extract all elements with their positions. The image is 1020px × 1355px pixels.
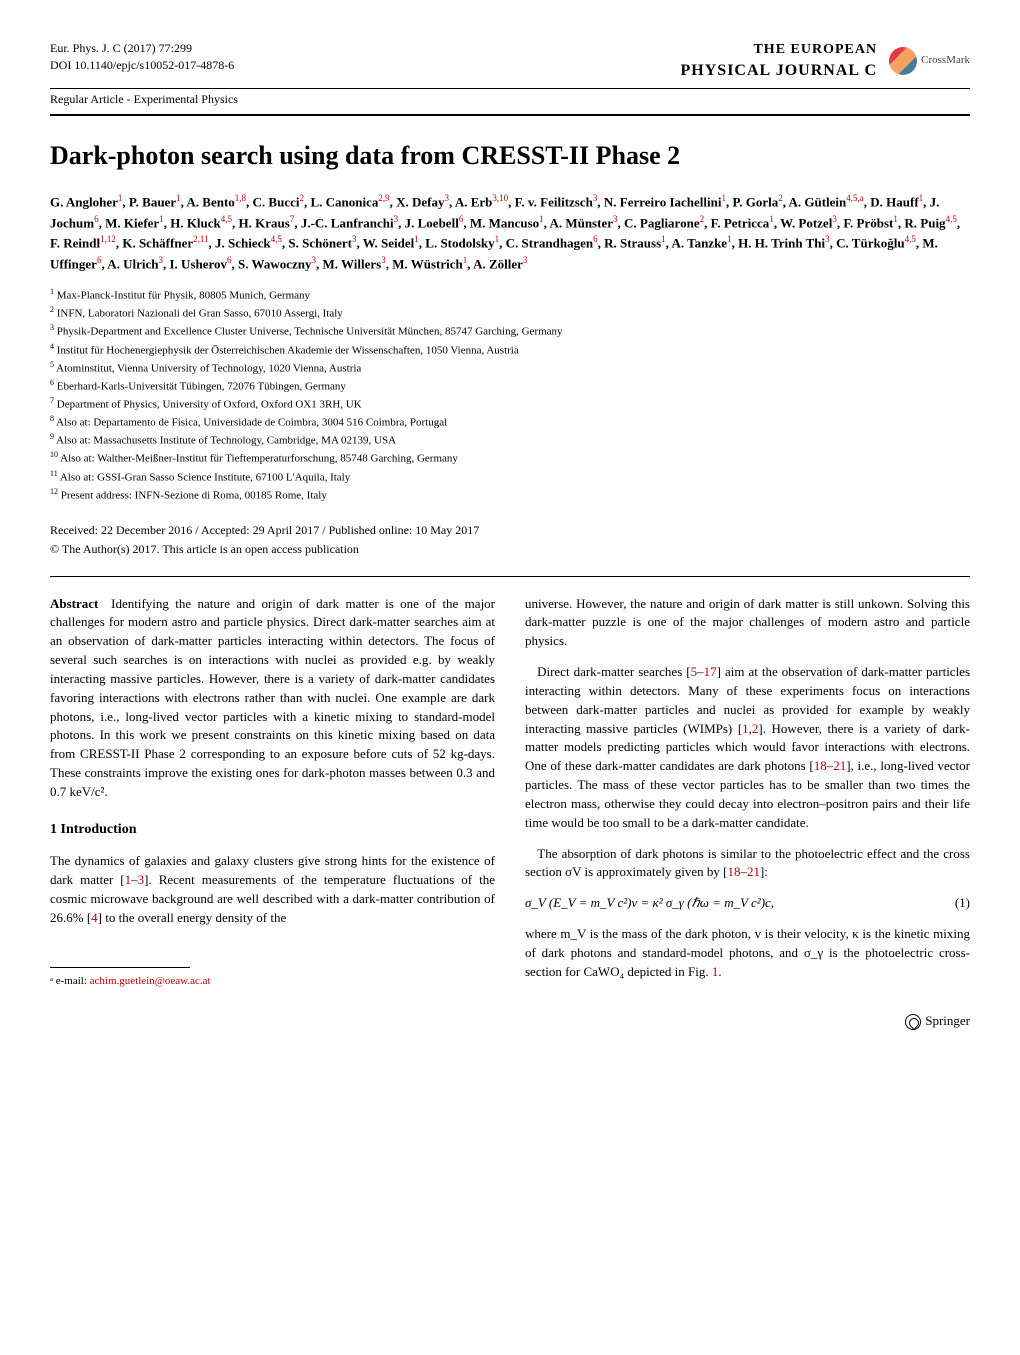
col2-p2: Direct dark-matter searches [5–17] aim a…	[525, 663, 970, 833]
abstract-label: Abstract	[50, 596, 98, 611]
journal-title-block: THE EUROPEAN PHYSICAL JOURNAL C	[681, 40, 878, 82]
intro-paragraph-1: The dynamics of galaxies and galaxy clus…	[50, 852, 495, 927]
affiliation-item: 11 Also at: GSSI-Gran Sasso Science Inst…	[50, 468, 970, 486]
cite-21b[interactable]: 21	[747, 864, 760, 879]
equation-1: σ_V (E_V = m_V c²)v = κ² σ_γ (ℏω = m_V c…	[525, 894, 970, 913]
column-right: universe. However, the nature and origin…	[525, 595, 970, 1031]
col2-p3: The absorption of dark photons is simila…	[525, 845, 970, 883]
affiliation-item: 2 INFN, Laboratori Nazionali del Gran Sa…	[50, 304, 970, 322]
license: © The Author(s) 2017. This article is an…	[50, 541, 970, 558]
two-column-body: Abstract Identifying the nature and orig…	[50, 595, 970, 1031]
col2-p4: where m_V is the mass of the dark photon…	[525, 925, 970, 982]
header-row: Eur. Phys. J. C (2017) 77:299 DOI 10.114…	[50, 40, 970, 82]
footnote: ᵃ e-mail: achim.guetlein@oeaw.ac.at	[50, 974, 495, 990]
cite-18b[interactable]: 18	[727, 864, 740, 879]
article-type: Regular Article - Experimental Physics	[50, 89, 970, 110]
journal-european: EUROPEAN	[791, 42, 878, 57]
col2-p3-b: ]:	[760, 864, 768, 879]
affiliation-item: 9 Also at: Massachusetts Institute of Te…	[50, 431, 970, 449]
divider-after-license	[50, 576, 970, 577]
crossmark-label: CrossMark	[921, 53, 970, 68]
springer-icon	[905, 1014, 921, 1030]
col2-p2-a: Direct dark-matter searches [	[537, 664, 691, 679]
equation-number: (1)	[955, 894, 970, 913]
journal-ref: Eur. Phys. J. C (2017) 77:299	[50, 40, 234, 57]
affiliations-list: 1 Max-Planck-Institut für Physik, 80805 …	[50, 286, 970, 504]
footnote-email-link[interactable]: achim.guetlein@oeaw.ac.at	[90, 975, 211, 987]
journal-c: C	[865, 62, 878, 79]
col2-p4-b: .	[718, 964, 721, 979]
affiliation-item: 1 Max-Planck-Institut für Physik, 80805 …	[50, 286, 970, 304]
crossmark-badge[interactable]: CrossMark	[889, 47, 970, 75]
journal-physical: PHYSICAL	[681, 62, 772, 79]
journal-info: Eur. Phys. J. C (2017) 77:299 DOI 10.114…	[50, 40, 234, 74]
crossmark-icon	[889, 47, 917, 75]
affiliation-item: 3 Physik-Department and Excellence Clust…	[50, 322, 970, 340]
cite-18[interactable]: 18	[814, 758, 827, 773]
affiliation-item: 4 Institut für Hochenergiephysik der Öst…	[50, 341, 970, 359]
dates: Received: 22 December 2016 / Accepted: 2…	[50, 522, 970, 539]
footnote-rule	[50, 967, 190, 968]
affiliation-item: 12 Present address: INFN-Sezione di Roma…	[50, 486, 970, 504]
footnote-label: ᵃ e-mail:	[50, 975, 90, 987]
journal-title-top: THE EUROPEAN	[681, 40, 878, 60]
col2-p1: universe. However, the nature and origin…	[525, 595, 970, 652]
doi: DOI 10.1140/epjc/s10052-017-4878-6	[50, 57, 234, 74]
column-left: Abstract Identifying the nature and orig…	[50, 595, 495, 1031]
affiliation-item: 7 Department of Physics, University of O…	[50, 395, 970, 413]
divider-thick	[50, 114, 970, 116]
journal-journal: JOURNAL	[776, 62, 860, 79]
affiliation-item: 5 Atominstitut, Vienna University of Tec…	[50, 359, 970, 377]
cite-17[interactable]: 17	[704, 664, 717, 679]
journal-title-bottom: PHYSICAL JOURNAL C	[681, 60, 878, 82]
authors-list: G. Angloher1, P. Bauer1, A. Bento1,8, C.…	[50, 192, 970, 274]
affiliation-item: 6 Eberhard-Karls-Universität Tübingen, 7…	[50, 377, 970, 395]
section-1-heading: 1 Introduction	[50, 820, 495, 840]
cite-21[interactable]: 21	[833, 758, 846, 773]
springer-label: Springer	[925, 1013, 970, 1028]
journal-the: THE	[753, 42, 786, 57]
abstract-text: Identifying the nature and origin of dar…	[50, 596, 495, 799]
affiliation-item: 8 Also at: Departamento de Fisica, Unive…	[50, 413, 970, 431]
affiliation-item: 10 Also at: Walther-Meißner-Institut für…	[50, 449, 970, 467]
abstract-paragraph: Abstract Identifying the nature and orig…	[50, 595, 495, 802]
equation-text: σ_V (E_V = m_V c²)v = κ² σ_γ (ℏω = m_V c…	[525, 894, 774, 913]
springer-footer: Springer	[525, 1012, 970, 1031]
col2-p4-a: where m_V is the mass of the dark photon…	[525, 926, 970, 979]
intro-p1-c: ] to the overall energy density of the	[98, 910, 287, 925]
paper-title: Dark-photon search using data from CRESS…	[50, 138, 970, 174]
